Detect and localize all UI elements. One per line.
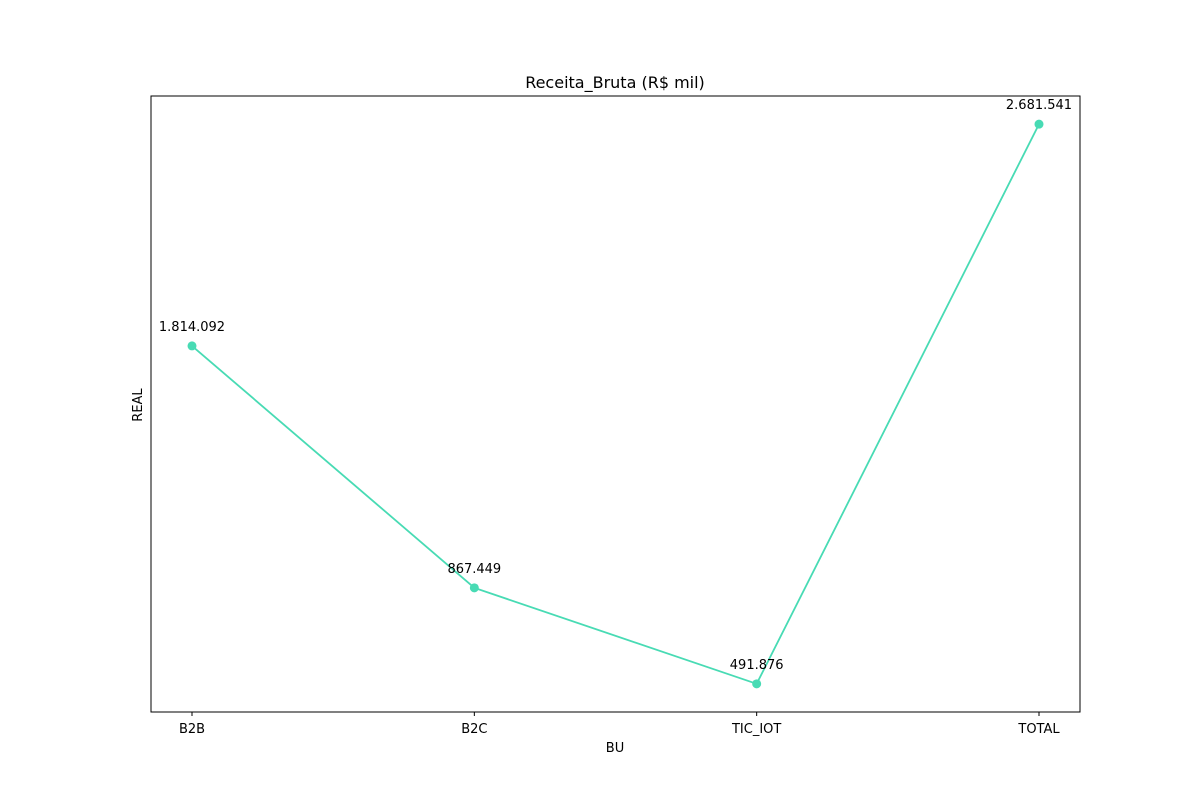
series-line — [191, 123, 1040, 685]
data-point — [752, 679, 762, 689]
data-label: 2.681.541 — [1006, 98, 1072, 113]
plot-area-frame — [150, 95, 1081, 713]
x-tick-label: B2B — [179, 722, 205, 737]
data-point — [1034, 119, 1044, 129]
x-tick-label: TOTAL — [1017, 722, 1060, 737]
data-point — [469, 583, 479, 593]
chart-title: Receita_Bruta (R$ mil) — [525, 73, 705, 93]
y-axis-label: REAL — [131, 388, 146, 422]
data-point — [187, 341, 197, 351]
series-layer — [187, 119, 1044, 689]
x-tick-label: TIC_IOT — [731, 722, 781, 737]
x-axis: B2B B2C TIC_IOT TOTAL — [179, 712, 1060, 737]
data-labels-layer: 1.814.092 867.449 491.876 2.681.541 — [159, 98, 1072, 673]
data-label: 867.449 — [447, 562, 501, 577]
x-axis-label: BU — [606, 741, 624, 756]
data-label: 1.814.092 — [159, 320, 225, 335]
data-label: 491.876 — [730, 658, 784, 673]
x-tick-label: B2C — [461, 722, 487, 737]
